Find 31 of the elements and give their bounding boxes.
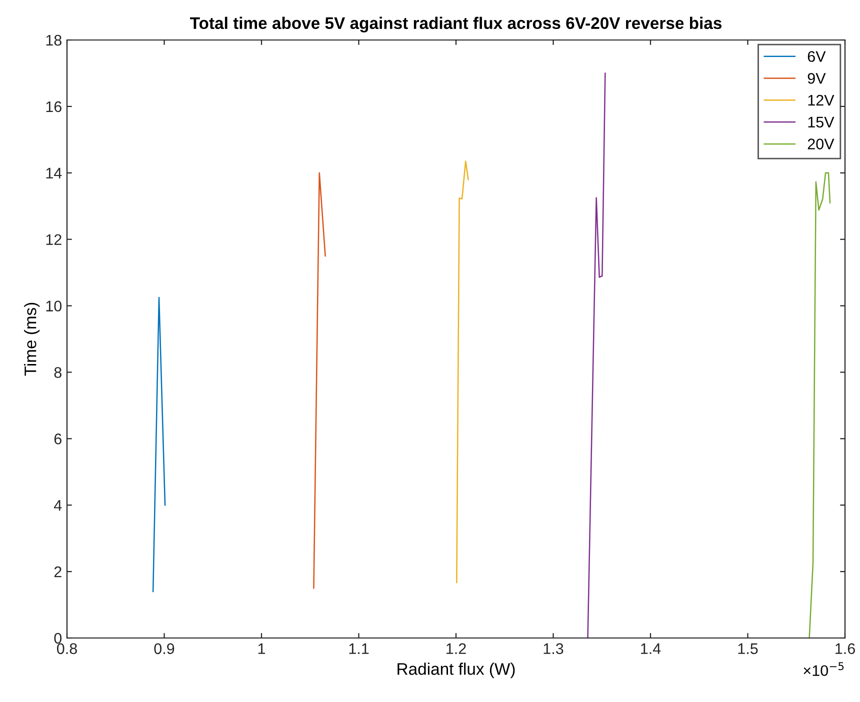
y-axis-title: Time (ms) [24, 302, 40, 376]
y-tick-label: 8 [54, 367, 62, 378]
x-tick-label: 1 [258, 643, 266, 654]
x-tick-label: 1.3 [544, 643, 564, 654]
x-tick-label: 1.4 [641, 643, 661, 654]
y-tick-label: 18 [46, 34, 62, 46]
chart-title: Total time above 5V against radiant flux across 6V-20V reverse bias [190, 16, 722, 32]
line-series [587, 72, 606, 638]
legend-label: 12V [808, 94, 834, 106]
x-tick-label: 1.1 [349, 643, 369, 654]
legend-label: 20V [808, 138, 834, 150]
y-tick-label: 6 [54, 434, 62, 444]
line-series [456, 160, 469, 584]
x-tick-label: 0.9 [154, 643, 174, 654]
line-series [808, 172, 831, 638]
y-tick-label: 2 [54, 566, 62, 578]
x-tick-label: 0.8 [56, 643, 77, 654]
y-tick-label: 14 [46, 168, 62, 178]
x-tick-label: 1.5 [738, 643, 758, 654]
legend-label: 6V [808, 51, 826, 62]
y-tick-label: 12 [46, 234, 62, 245]
y-tick-label: 16 [46, 101, 62, 112]
legend-label: 9V [808, 72, 826, 84]
text: ×10$^{−5}$ [804, 662, 844, 676]
x-tick-label: 1.6 [836, 643, 855, 654]
y-tick-label: 10 [46, 300, 62, 312]
x-axis-title: Radiant flux (W) [398, 662, 515, 678]
x-tick-label: 1.2 [446, 643, 466, 654]
legend-label: 15V [808, 116, 834, 128]
y-tick-label: 0 [54, 632, 62, 644]
y-tick-label: 4 [54, 500, 62, 511]
